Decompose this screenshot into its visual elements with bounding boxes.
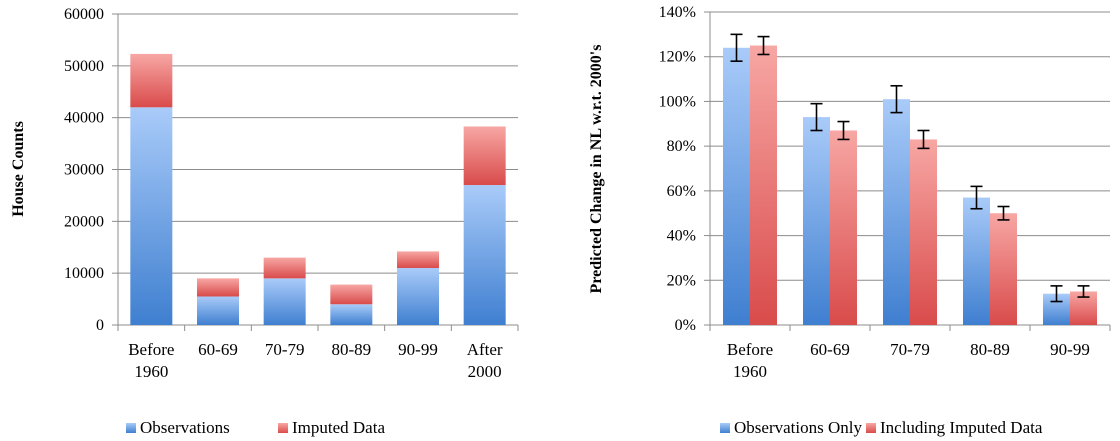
y-tick-label: 60%	[667, 183, 696, 200]
y-tick-label: 40000	[64, 110, 104, 127]
y-tick-label: 0%	[675, 317, 696, 334]
x-category-label: 60-69	[810, 340, 850, 359]
x-category-label: 60-69	[198, 340, 238, 359]
x-category-label: 80-89	[970, 340, 1010, 359]
y-axis-label: House Counts	[10, 121, 27, 217]
x-category-label: 1960	[134, 362, 168, 381]
x-category-label: 1960	[733, 362, 767, 381]
error-bar	[1050, 285, 1063, 303]
legend-label: Observations Only	[734, 418, 862, 437]
legend-label: Imputed Data	[292, 418, 385, 437]
y-tick-label: 0	[96, 317, 104, 334]
y-tick-label: 100%	[659, 93, 696, 110]
error-bar	[997, 205, 1010, 221]
bar-imputed-data	[130, 53, 173, 108]
house-counts-chart: House Counts 0 10000 20000 30000 40000 50000 6…	[10, 6, 519, 437]
bar-observations	[463, 185, 506, 325]
bar-imputed-data	[197, 278, 239, 297]
error-bar	[917, 129, 930, 150]
y-axis-label: Predicted Change in NL w.r.t. 2000's	[588, 45, 605, 294]
y-tick-label: 140%	[659, 4, 696, 21]
x-category-label: 70-79	[890, 340, 930, 359]
error-bar	[810, 102, 823, 132]
legend-swatch	[126, 423, 136, 433]
legend-label: Including Imputed Data	[880, 418, 1043, 437]
bar-observations-only	[803, 117, 830, 325]
bar-observations	[130, 107, 173, 325]
y-tick-label: 120%	[659, 49, 696, 66]
x-category-label: After	[467, 340, 503, 359]
y-tick-label: 50000	[64, 58, 104, 75]
bar-imputed-data	[263, 257, 306, 279]
bar-imputed-data	[463, 126, 506, 186]
error-bar	[730, 33, 743, 62]
y-tick-label: 60000	[64, 6, 104, 23]
bar-imputed-data	[330, 284, 373, 305]
error-bar	[1077, 285, 1090, 298]
legend-swatch	[278, 423, 288, 433]
y-tick-label: 30000	[64, 162, 104, 179]
y-tick-label: 20%	[667, 272, 696, 289]
bar-including-imputed-data	[830, 130, 857, 325]
error-bar	[837, 120, 850, 141]
bar-observations	[397, 267, 439, 325]
y-tick-label: 40%	[667, 228, 696, 245]
y-tick-label: 10000	[64, 265, 104, 282]
x-category-label: Before	[128, 340, 174, 359]
x-category-label: 2000	[468, 362, 502, 381]
bar-observations-only	[723, 47, 750, 326]
bar-observations	[330, 304, 373, 325]
bar-including-imputed-data	[990, 213, 1017, 325]
bar-observations	[263, 278, 306, 325]
bar-including-imputed-data	[750, 45, 777, 326]
legend-label: Observations	[140, 418, 230, 437]
bar-including-imputed-data	[910, 139, 937, 325]
legend-swatch	[866, 423, 876, 433]
legend-swatch	[720, 423, 730, 433]
error-bar	[970, 185, 983, 210]
x-category-label: 80-89	[331, 340, 371, 359]
bar-observations-only	[883, 99, 910, 325]
y-tick-label: 80%	[667, 138, 696, 155]
y-tick-label: 20000	[64, 213, 104, 230]
x-category-label: Before	[727, 340, 773, 359]
bar-observations-only	[963, 197, 990, 325]
bar-imputed-data	[397, 251, 439, 268]
bar-observations	[197, 296, 239, 325]
x-category-label: 90-99	[1050, 340, 1090, 359]
predicted-change-chart: Predicted Change in NL w.r.t. 2000's 0% 2…	[588, 4, 1111, 437]
x-category-label: 90-99	[398, 340, 438, 359]
x-category-label: 70-79	[265, 340, 305, 359]
error-bar	[757, 35, 770, 56]
error-bar	[890, 84, 903, 114]
